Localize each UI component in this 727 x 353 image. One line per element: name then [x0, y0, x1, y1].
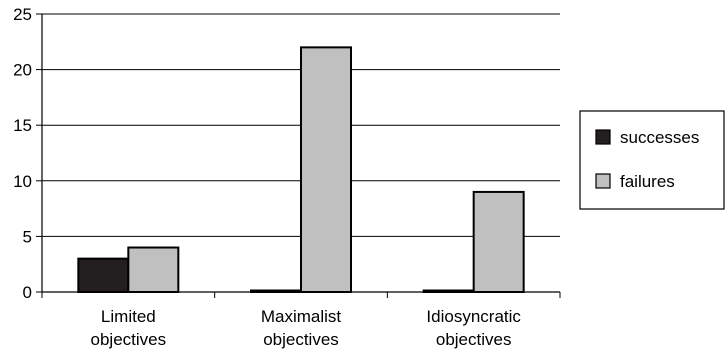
x-category-label: Idiosyncratic	[426, 307, 521, 326]
x-category-label: objectives	[263, 330, 339, 349]
y-tick-label: 15	[13, 116, 32, 135]
x-category-label: Maximalist	[261, 307, 342, 326]
x-category-label: Limited	[101, 307, 156, 326]
legend-label-failures: failures	[620, 172, 675, 191]
bar-failures-1	[300, 46, 352, 293]
bar-failures-0	[127, 246, 180, 294]
bar-failures-2	[472, 190, 525, 293]
y-tick-label: 10	[13, 172, 32, 191]
bar-successes-0	[77, 257, 130, 294]
y-tick-label: 25	[13, 5, 32, 24]
legend-swatch-failures	[595, 173, 611, 189]
x-axis-ticks: Limited objectives Maximalist objectives Idi…	[41, 292, 561, 349]
legend-swatch-successes	[595, 129, 611, 145]
legend-label-successes: successes	[620, 128, 699, 147]
bars	[77, 46, 525, 294]
legend: successes failures	[579, 110, 725, 210]
legend-box	[579, 110, 725, 210]
y-tick-label: 5	[23, 227, 32, 246]
x-category-label: objectives	[436, 330, 512, 349]
y-tick-label: 0	[23, 283, 32, 302]
x-category-label: objectives	[91, 330, 167, 349]
y-tick-label: 20	[13, 61, 32, 80]
y-axis-ticks: 0 5 10 15 20 25	[13, 5, 42, 302]
